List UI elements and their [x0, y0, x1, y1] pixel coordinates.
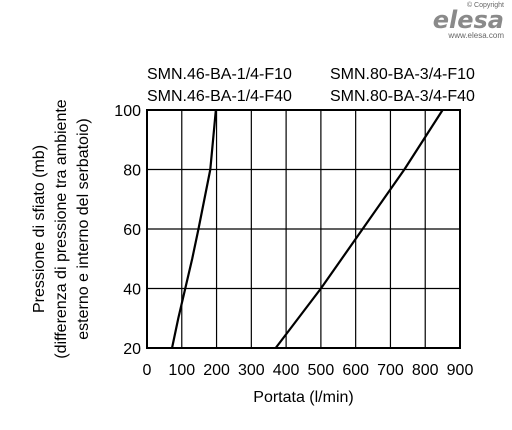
brand-name: elesa [432, 6, 504, 34]
legend-entry: SMN.46-BA-1/4-F10 [147, 66, 292, 83]
legend: SMN.46-BA-1/4-F10 SMN.46-BA-1/4-F40 SMN.80… [147, 66, 475, 105]
series-line-1 [170, 109, 217, 349]
x-tick-label: 700 [377, 362, 404, 379]
y-tick-label: 60 [123, 222, 141, 239]
x-tick-label: 900 [447, 362, 474, 379]
y-tick-label: 20 [123, 341, 141, 358]
y-tick-labels: 20 40 60 80 100 [114, 103, 141, 358]
x-tick-label: 600 [342, 362, 369, 379]
y-axis-label-line: (differenza di pressione tra ambiente [53, 99, 70, 359]
elesa-logo: © Copyright elesa www.elesa.com [394, 2, 504, 40]
x-tick-label: 500 [308, 362, 335, 379]
y-tick-label: 100 [114, 103, 141, 120]
y-tick-label: 40 [123, 282, 141, 299]
x-tick-label: 0 [143, 362, 152, 379]
brand-url: www.elesa.com [448, 31, 504, 40]
series-line-2 [274, 109, 444, 349]
x-tick-label: 300 [238, 362, 265, 379]
plot-frame [146, 109, 461, 349]
x-tick-label: 800 [412, 362, 439, 379]
y-tick-label: 80 [123, 163, 141, 180]
legend-entry: SMN.46-BA-1/4-F40 [147, 88, 292, 105]
x-tick-label: 100 [168, 362, 195, 379]
y-axis-label: Pressione di sfiato (mb) (differenza di p… [31, 99, 92, 359]
legend-entry: SMN.80-BA-3/4-F40 [330, 88, 475, 105]
copyright-text: © Copyright [466, 2, 504, 9]
x-tick-labels: 0 100 200 300 400 500 600 700 800 900 [143, 362, 474, 379]
x-axis-label: Portata (l/min) [253, 389, 353, 406]
legend-entry: SMN.80-BA-3/4-F10 [330, 66, 475, 83]
curves [170, 109, 444, 349]
y-axis-label-line: Pressione di sfiato (mb) [31, 145, 48, 313]
y-axis-label-line: esterno e interno del serbatoio) [75, 118, 92, 339]
x-tick-label: 400 [273, 362, 300, 379]
x-tick-label: 200 [203, 362, 230, 379]
